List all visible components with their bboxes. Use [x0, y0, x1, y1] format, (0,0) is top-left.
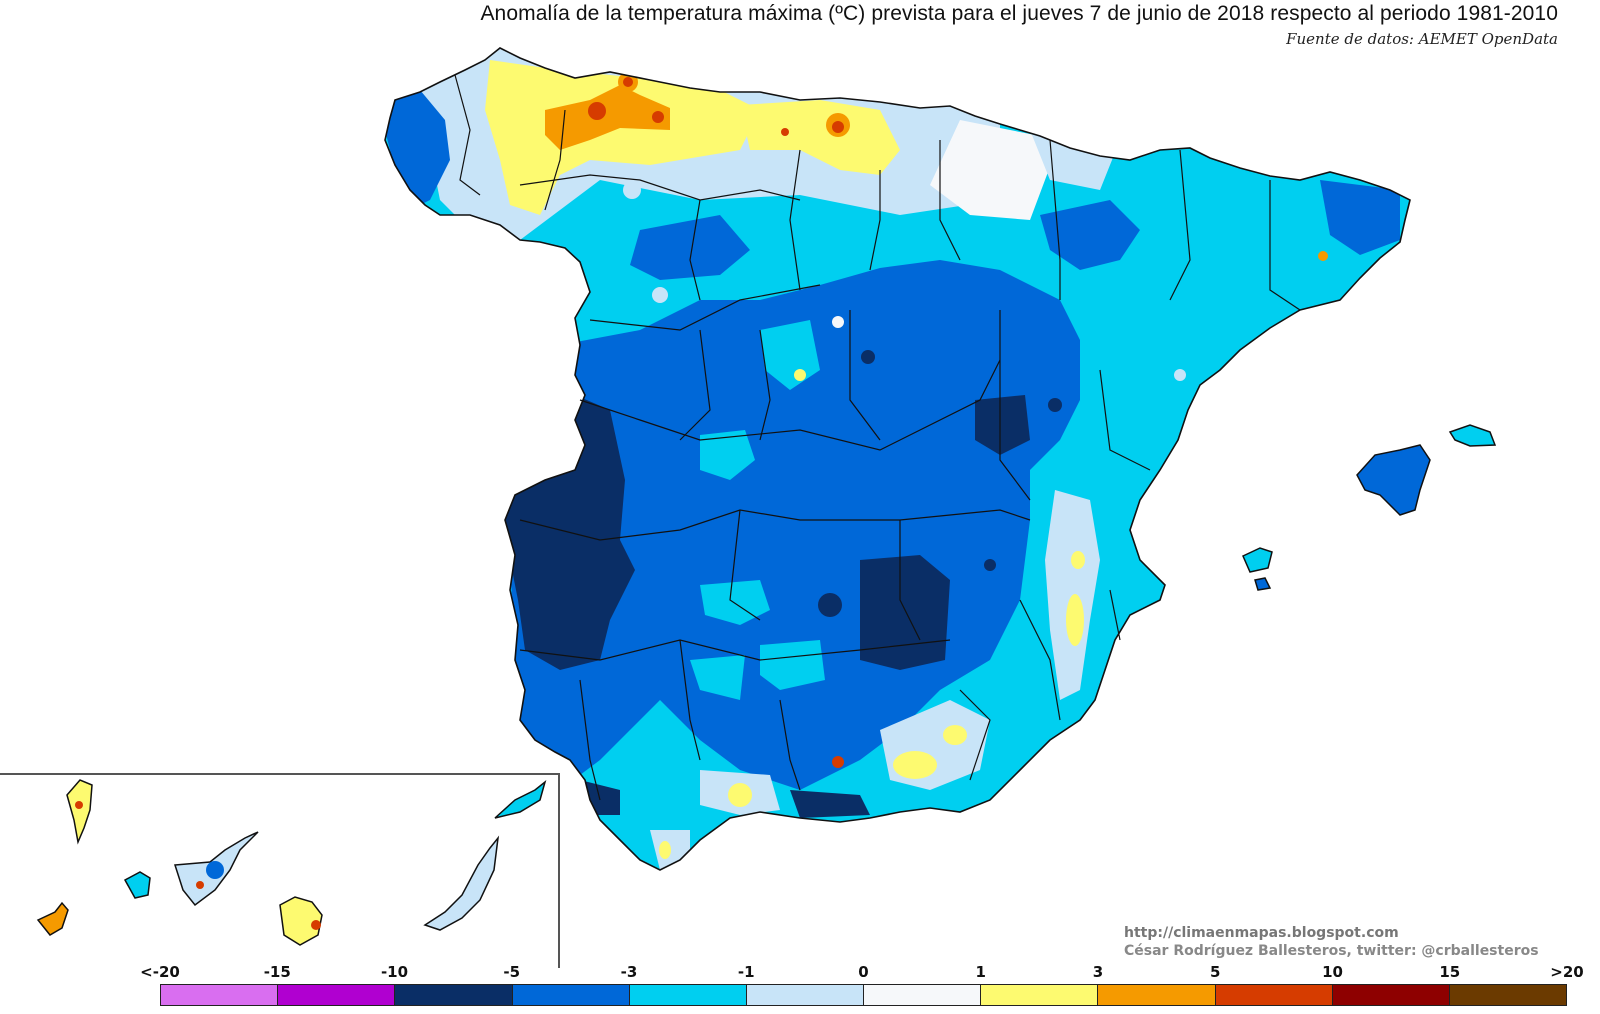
anomaly-zone-0-1 — [832, 316, 844, 328]
anomaly-zone-5-10 — [196, 881, 204, 889]
legend-swatch — [981, 985, 1099, 1005]
anomaly-zone-5-10 — [832, 756, 844, 768]
legend-swatch — [746, 985, 865, 1005]
anomaly-zone-0-minus1 — [623, 181, 641, 199]
anomaly-zone-minus3-minus5 — [1040, 200, 1140, 270]
anomaly-zone-3-5 — [545, 85, 670, 150]
anomaly-zone-5-10 — [311, 920, 321, 930]
island-el-hierro — [36, 901, 69, 936]
legend-tick-label: 5 — [1210, 963, 1221, 981]
legend-swatch — [512, 985, 630, 1005]
legend-tick-label: -5 — [503, 963, 521, 981]
anomaly-zone-minus5-minus10 — [861, 350, 875, 364]
legend-tick-label: >20 — [1550, 963, 1584, 981]
province-borders — [384, 47, 1411, 871]
anomaly-zone-minus5-minus10 — [860, 555, 950, 670]
anomaly-zone-5-10 — [623, 77, 633, 87]
island-la-palma — [66, 779, 93, 845]
anomaly-zone-1-3 — [794, 369, 806, 381]
legend-swatch — [1332, 985, 1450, 1005]
island-lanzarote — [494, 779, 547, 819]
anomaly-zone-1-3 — [1071, 551, 1085, 569]
peninsula — [385, 48, 1410, 870]
legend-tick-label: 3 — [1092, 963, 1104, 981]
anomaly-zone-3-5 — [1318, 251, 1328, 261]
island-ibiza — [1242, 547, 1273, 573]
canary-inset-frame — [0, 773, 560, 968]
anomaly-zone-minus5-minus10 — [790, 790, 870, 818]
anomaly-zone-5-10 — [75, 801, 83, 809]
legend-swatch — [395, 985, 513, 1005]
anomaly-zone-1-3 — [728, 783, 752, 807]
anomaly-zone-minus1-minus3 — [700, 580, 770, 625]
anomaly-zone-minus5-minus10 — [1048, 398, 1062, 412]
map-title: Anomalía de la temperatura máxima (ºC) p… — [480, 2, 1558, 25]
legend-tick-label: <-20 — [140, 963, 180, 981]
anomaly-zone-5-10 — [832, 121, 844, 133]
color-legend — [160, 984, 1567, 1006]
island-mallorca — [1356, 444, 1431, 516]
anomaly-zone-0-minus1 — [1174, 369, 1186, 381]
legend-tick-label: 1 — [975, 963, 986, 981]
legend-tick-label: 15 — [1439, 963, 1461, 981]
legend-swatch — [161, 985, 279, 1005]
anomaly-zone-1-3 — [659, 841, 671, 859]
anomaly-zone-1-3 — [740, 100, 900, 175]
legend-swatch — [1215, 985, 1333, 1005]
legend-tick-label: -3 — [620, 963, 638, 981]
legend-tick-label: -15 — [263, 963, 291, 981]
anomaly-zone-1-3 — [485, 60, 760, 215]
legend-tick-label: -1 — [737, 963, 755, 981]
legend-swatch — [278, 985, 396, 1005]
island-formentera — [1254, 577, 1272, 591]
data-source: Fuente de datos: AEMET OpenData — [1286, 30, 1558, 48]
legend-tick-label: 0 — [858, 963, 869, 981]
legend-swatch — [629, 985, 747, 1005]
anomaly-zone-5-10 — [781, 128, 789, 136]
anomaly-zone-minus1-minus3 — [690, 655, 745, 700]
anomaly-zone-minus5-minus10 — [818, 593, 842, 617]
anomaly-zone-0-minus1 — [1045, 490, 1100, 700]
legend-swatch — [1449, 985, 1567, 1005]
anomaly-zone-minus1-minus3 — [700, 430, 755, 480]
anomaly-zone-minus3-minus5 — [206, 861, 224, 879]
anomaly-zone-minus5-minus10 — [984, 559, 996, 571]
anomaly-zone-0-minus1 — [652, 287, 668, 303]
anomaly-zone-minus1-minus3 — [760, 640, 825, 690]
anomaly-zone-minus5-minus10 — [580, 780, 620, 815]
anomaly-zone-minus3-minus5 — [1320, 180, 1400, 255]
anomaly-zone-minus5-minus10 — [975, 395, 1030, 455]
island-menorca — [1448, 424, 1497, 447]
blog-url: http://climaenmapas.blogspot.com — [1124, 925, 1399, 941]
canary-islands — [36, 779, 547, 946]
legend-tick-label: -10 — [380, 963, 409, 981]
island-fuerteventura — [423, 835, 500, 931]
anomaly-zone-5-10 — [588, 102, 606, 120]
legend-swatch — [1098, 985, 1216, 1005]
author-credit: César Rodríguez Ballesteros, twitter: @c… — [1124, 943, 1539, 959]
anomaly-zone-1-3 — [893, 751, 937, 779]
island-la-gomera — [123, 871, 151, 899]
anomaly-zone-minus3-minus5 — [630, 215, 750, 280]
anomaly-zone-1-3 — [1066, 594, 1084, 646]
anomaly-zone-1-3 — [943, 725, 967, 745]
legend-swatch — [864, 985, 982, 1005]
anomaly-zone-0-1 — [930, 120, 1060, 220]
legend-tick-label: 10 — [1322, 963, 1343, 981]
balearic-islands — [1242, 424, 1497, 591]
anomaly-zone-5-10 — [652, 111, 664, 123]
